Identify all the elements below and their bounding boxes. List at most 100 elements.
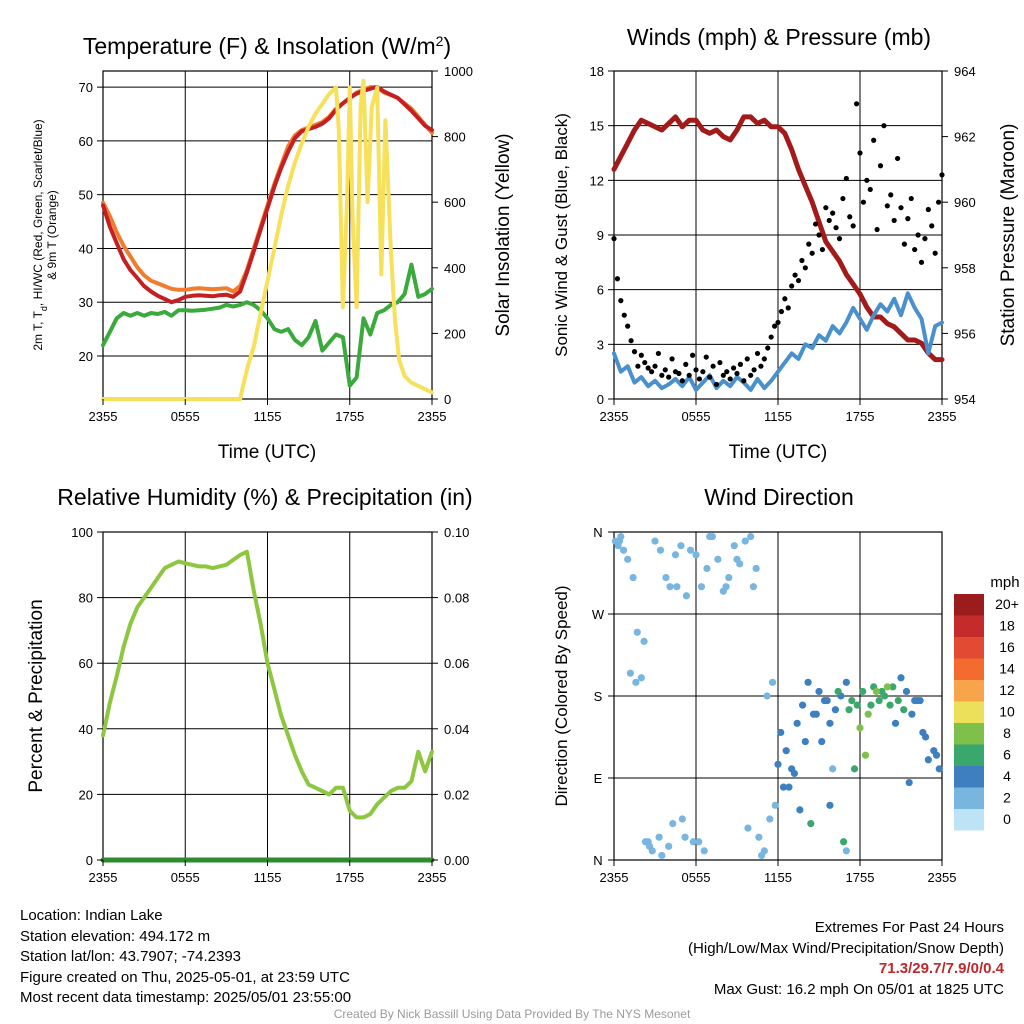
series-point (758, 363, 764, 369)
y-tick-right-label: 0.02 (444, 787, 469, 802)
y-tick-right-label: 800 (444, 130, 466, 145)
x-tick-label: 2355 (418, 870, 447, 885)
x-tick-label: 1755 (846, 870, 875, 885)
direction-point (730, 542, 738, 550)
direction-point (853, 701, 861, 709)
direction-point (804, 678, 812, 686)
wind-series (611, 101, 945, 392)
station-info: Location: Indian Lake Station elevation:… (20, 906, 351, 1009)
legend-swatch (954, 594, 984, 616)
series-point (744, 356, 750, 362)
series-point (874, 226, 880, 233)
max-gust: Max Gust: 16.2 mph On 05/01 at 1825 UTC (713, 980, 1004, 998)
series-point (662, 367, 668, 373)
series-point (635, 363, 641, 369)
y-tick-right-label: 0.00 (444, 853, 469, 868)
direction-point (777, 728, 785, 737)
direction-point (766, 815, 774, 823)
direction-point (823, 696, 831, 705)
direction-points (611, 532, 943, 860)
y-tick-right-label: 960 (954, 195, 976, 210)
direction-point (826, 719, 834, 727)
direction-point (626, 669, 635, 677)
series-point (686, 372, 692, 378)
series-point (748, 372, 754, 378)
series-point (642, 359, 648, 366)
series-point (782, 296, 788, 302)
series-point (830, 210, 836, 216)
series-point (778, 308, 785, 315)
direction-point (818, 737, 826, 746)
y-tick-label: 12 (590, 173, 604, 188)
wind-ylabel-right: Station Pressure (Maroon) (998, 124, 1019, 347)
y-tick-right-label: 956 (954, 326, 976, 341)
wind-ylabel-left: Sonic Wind & Gust (Blue, Black) (552, 113, 571, 357)
series-point (611, 236, 617, 242)
direction-point (682, 592, 691, 600)
series-point (881, 123, 887, 129)
legend-label: 10 (999, 704, 1015, 720)
direction-title: Wind Direction (704, 484, 854, 510)
series-point (912, 246, 918, 253)
y-tick-label: 15 (590, 119, 604, 134)
series-point (860, 199, 867, 205)
direction-point (883, 683, 891, 691)
series-point (843, 175, 849, 182)
y-tick-right-label: 964 (954, 64, 976, 79)
y-tick-label: 60 (79, 656, 93, 671)
series-point (935, 199, 942, 205)
y-tick-label: 0 (597, 392, 604, 407)
series-point (864, 177, 870, 183)
temperature-ylabel-left-line1: 2m T, Td, HI/WC (Red, Green, Scarlet/Blu… (31, 119, 49, 350)
legend-swatch (954, 766, 984, 788)
series-point (734, 370, 740, 377)
y-tick-label: 6 (597, 283, 604, 298)
direction-point (815, 687, 823, 696)
direction-point (624, 555, 632, 563)
series-point (918, 259, 925, 265)
direction-point (924, 756, 932, 764)
direction-point (793, 719, 801, 727)
extremes-info: Extremes For Past 24 Hours (High/Low/Max… (688, 918, 1004, 1000)
legend-label: 8 (1003, 725, 1011, 741)
direction-point (706, 532, 714, 541)
direction-point (867, 701, 875, 709)
x-tick-label: 1155 (254, 409, 282, 424)
y-tick-label: 80 (79, 591, 93, 606)
direction-point (677, 542, 685, 550)
direction-point (689, 838, 697, 846)
series-line (101, 549, 434, 820)
humidity-panel: Relative Humidity (%) & Precipitation (i… (26, 484, 473, 885)
direction-point (916, 696, 924, 705)
y-tick-right-label: 0.10 (444, 525, 469, 540)
x-tick-label: 0555 (171, 870, 200, 885)
series-point (905, 216, 911, 222)
direction-point (771, 801, 779, 809)
series-point (826, 217, 832, 224)
series-point (799, 257, 805, 264)
y-tick-label: 3 (597, 337, 604, 352)
direction-point (801, 737, 809, 746)
series-point (915, 232, 921, 238)
series-point (625, 323, 631, 329)
direction-point (891, 719, 900, 727)
direction-point (656, 546, 665, 554)
extremes-title: Extremes For Past 24 Hours (814, 919, 1004, 936)
direction-point (686, 546, 695, 554)
series-point (840, 195, 846, 202)
x-tick-label: 1155 (764, 409, 792, 424)
direction-point (655, 833, 663, 841)
y-tick-label: 50 (79, 188, 93, 203)
legend-swatch (954, 744, 984, 766)
direction-point (864, 710, 872, 718)
series-point (724, 369, 730, 375)
direction-point (859, 687, 867, 696)
direction-point (829, 765, 837, 773)
direction-point (807, 819, 815, 828)
legend-swatch (954, 680, 984, 702)
temperature-ticks: 2355 0555 1155 1755 2355 20 30 40 50 60 70 0 200 400 6… (79, 64, 473, 424)
series-point (683, 361, 689, 367)
series-point (693, 367, 699, 373)
direction-point (752, 564, 760, 573)
series-point (768, 334, 774, 340)
